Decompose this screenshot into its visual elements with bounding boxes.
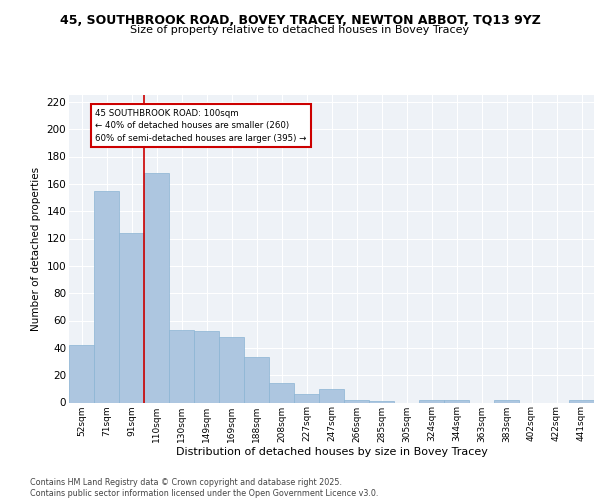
Bar <box>294 394 319 402</box>
Bar <box>569 400 594 402</box>
Bar <box>494 400 519 402</box>
Bar <box>244 358 269 403</box>
Bar <box>69 345 94 403</box>
Text: Contains HM Land Registry data © Crown copyright and database right 2025.
Contai: Contains HM Land Registry data © Crown c… <box>30 478 379 498</box>
Bar <box>419 400 444 402</box>
Bar <box>144 173 169 402</box>
Bar <box>319 389 344 402</box>
Text: 45, SOUTHBROOK ROAD, BOVEY TRACEY, NEWTON ABBOT, TQ13 9YZ: 45, SOUTHBROOK ROAD, BOVEY TRACEY, NEWTO… <box>59 14 541 27</box>
Text: 45 SOUTHBROOK ROAD: 100sqm
← 40% of detached houses are smaller (260)
60% of sem: 45 SOUTHBROOK ROAD: 100sqm ← 40% of deta… <box>95 108 307 142</box>
X-axis label: Distribution of detached houses by size in Bovey Tracey: Distribution of detached houses by size … <box>176 447 487 457</box>
Bar <box>94 190 119 402</box>
Y-axis label: Number of detached properties: Number of detached properties <box>31 166 41 331</box>
Bar <box>219 337 244 402</box>
Bar <box>369 401 394 402</box>
Bar <box>444 400 469 402</box>
Text: Size of property relative to detached houses in Bovey Tracey: Size of property relative to detached ho… <box>130 25 470 35</box>
Bar <box>169 330 194 402</box>
Bar <box>269 384 294 402</box>
Bar <box>194 332 219 402</box>
Bar <box>119 233 144 402</box>
Bar <box>344 400 369 402</box>
